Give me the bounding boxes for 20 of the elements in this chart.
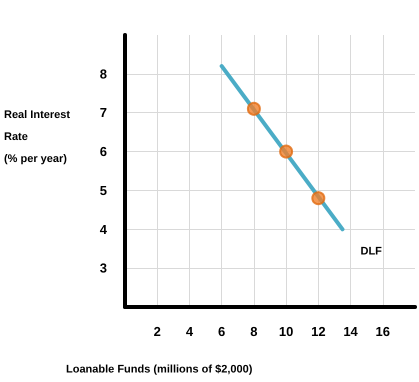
y-axis-title: Real Interest Rate (% per year) [4,109,74,165]
x-tick-label: 2 [154,324,161,339]
x-tick-label: 6 [218,324,226,339]
point [246,102,261,116]
x-tick-label: 16 [376,324,390,339]
y-tick-label: 4 [100,222,108,237]
x-tick-label: 8 [250,324,258,339]
x-tick-label: 14 [343,324,359,339]
x-tick-label: 12 [311,324,326,339]
x-axis-title: Loanable Funds (millions of $2,000) [66,364,253,376]
x-tick-label: 10 [278,324,294,339]
text: DLF [360,245,382,258]
y-tick-label: 8 [100,66,107,82]
y-tick-label: 7 [100,105,107,120]
y-tick-label: 6 [100,144,107,160]
x-tick-label: 4 [186,324,194,339]
y-tick-label: 5 [100,182,107,198]
y-tick-label: 3 [100,260,107,276]
point [311,191,326,206]
point [279,144,294,159]
